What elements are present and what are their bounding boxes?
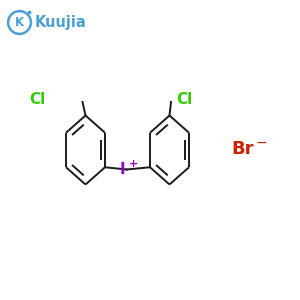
Text: Cl: Cl	[29, 92, 46, 106]
Text: Br: Br	[231, 140, 254, 158]
Text: +: +	[129, 159, 138, 169]
Text: K: K	[15, 16, 24, 29]
Text: Kuujia: Kuujia	[34, 15, 86, 30]
Text: I: I	[119, 162, 125, 177]
Text: Cl: Cl	[176, 92, 193, 106]
Text: −: −	[256, 136, 267, 149]
